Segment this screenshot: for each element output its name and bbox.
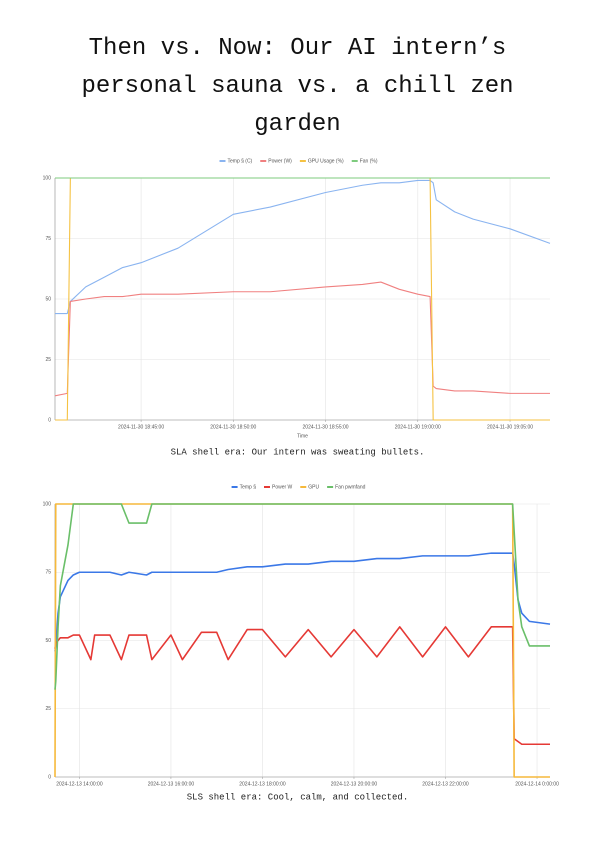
legend-label: Power (W) (268, 158, 292, 164)
x-tick-label: 2024-12-13 18:00:00 (239, 781, 286, 787)
legend-label: Temp § (C) (228, 158, 253, 164)
x-tick-label: 2024-11-30 19:00:00 (395, 424, 441, 430)
x-tick-label: 2024-11-30 18:50:00 (210, 424, 256, 430)
series-line (54, 626, 550, 746)
legend-label: Fan pwmfand (335, 484, 366, 490)
chart-caption: SLS shell era: Cool, calm, and collected… (187, 792, 408, 802)
series-line (54, 552, 551, 652)
x-tick-label: 2024-12-14 0:00:00 (515, 781, 559, 787)
legend-label: GPU (308, 484, 319, 490)
legend-swatch (263, 486, 270, 488)
y-tick-label: 0 (48, 774, 51, 780)
chart-caption: SLA shell era: Our intern was sweating b… (171, 447, 425, 457)
legend-swatch (351, 160, 358, 162)
x-tick-label: 2024-12-13 14:00:00 (56, 781, 103, 787)
legend-label: Fan (%) (360, 158, 378, 164)
legend-label: GPU Usage (%) (308, 158, 344, 164)
series-line (54, 503, 550, 690)
x-tick-label: 2024-11-30 19:05:00 (487, 424, 533, 430)
x-tick-label: 2024-12-13 16:00:00 (148, 781, 195, 787)
y-tick-label: 50 (45, 638, 51, 644)
x-tick-label: 2024-11-30 18:55:00 (303, 424, 349, 430)
y-tick-label: 75 (45, 570, 51, 576)
y-tick-label: 0 (48, 417, 51, 423)
legend-swatch (299, 160, 306, 162)
legend-label: Power W (272, 484, 293, 490)
y-tick-label: 75 (45, 236, 51, 242)
x-tick-label: 2024-12-13 22:00:00 (422, 781, 469, 787)
legend-swatch (327, 486, 334, 488)
y-tick-label: 100 (43, 175, 52, 181)
x-tick-label: 2024-12-13 20:00:00 (331, 781, 378, 787)
legend-swatch (219, 160, 226, 162)
legend-label: Temp § (240, 484, 257, 490)
legend-swatch (300, 486, 307, 488)
series-line (54, 281, 550, 397)
page-title: Then vs. Now: Our AI intern’s personal s… (81, 35, 514, 138)
x-axis-label: Time (297, 433, 308, 439)
y-tick-label: 50 (45, 296, 51, 302)
y-tick-label: 100 (43, 501, 52, 507)
y-tick-label: 25 (45, 706, 51, 712)
y-tick-label: 25 (45, 357, 51, 363)
x-tick-label: 2024-11-30 18:45:00 (118, 424, 164, 430)
legend-swatch (231, 486, 238, 488)
legend-swatch (260, 160, 267, 162)
series-line (55, 179, 551, 315)
